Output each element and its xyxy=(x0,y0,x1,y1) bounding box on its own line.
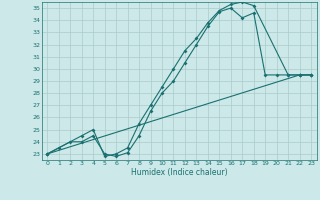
X-axis label: Humidex (Indice chaleur): Humidex (Indice chaleur) xyxy=(131,168,228,177)
